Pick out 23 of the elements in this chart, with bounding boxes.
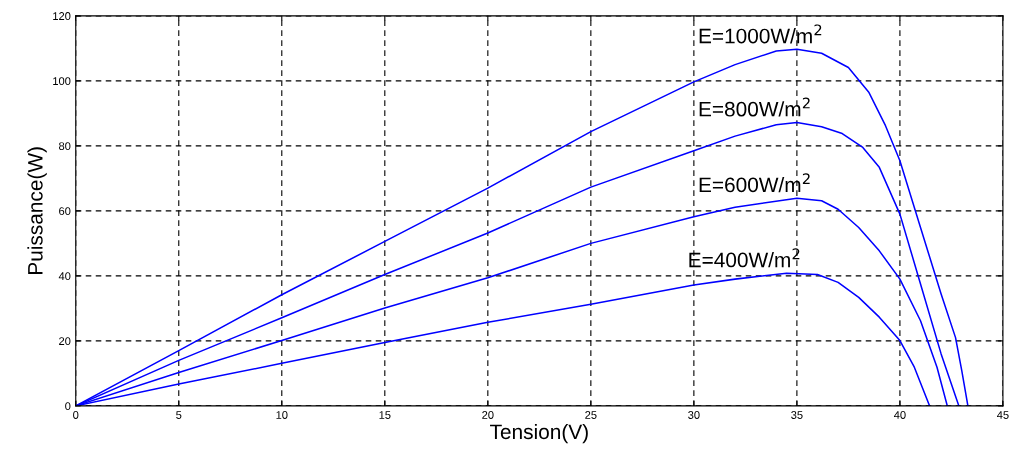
x-tick-label: 25	[585, 411, 597, 419]
y-tick-label: 80	[59, 142, 71, 150]
y-axis-title: Puissance(W)	[27, 147, 47, 274]
x-tick-label: 0	[73, 411, 79, 419]
x-tick-label: 15	[379, 411, 391, 419]
y-tick-label: 0	[65, 402, 71, 411]
series-label: E=800W/m$^{2}$	[699, 97, 810, 117]
x-tick-label: 35	[791, 411, 803, 419]
y-tick-label: 60	[59, 207, 71, 216]
y-tick-label: 40	[58, 272, 71, 281]
x-tick-label: 20	[482, 411, 494, 419]
y-tick-label: 20	[59, 337, 71, 346]
x-tick-label: 10	[276, 411, 288, 419]
x-tick-label: 30	[688, 411, 700, 419]
x-tick-label: 40	[893, 411, 906, 419]
series-label: E=600W/m$^{2}$	[699, 173, 810, 193]
series-label: E=400W/m$^{2}$	[689, 248, 800, 268]
x-tick-label: 5	[176, 411, 182, 419]
series-label: E=1000W/m$^{2}$	[699, 24, 822, 44]
x-axis-title: Tension(V)	[490, 423, 588, 444]
y-tick-label: 120	[53, 12, 71, 20]
x-tick-label: 45	[997, 411, 1009, 419]
y-tick-label: 100	[53, 77, 71, 85]
